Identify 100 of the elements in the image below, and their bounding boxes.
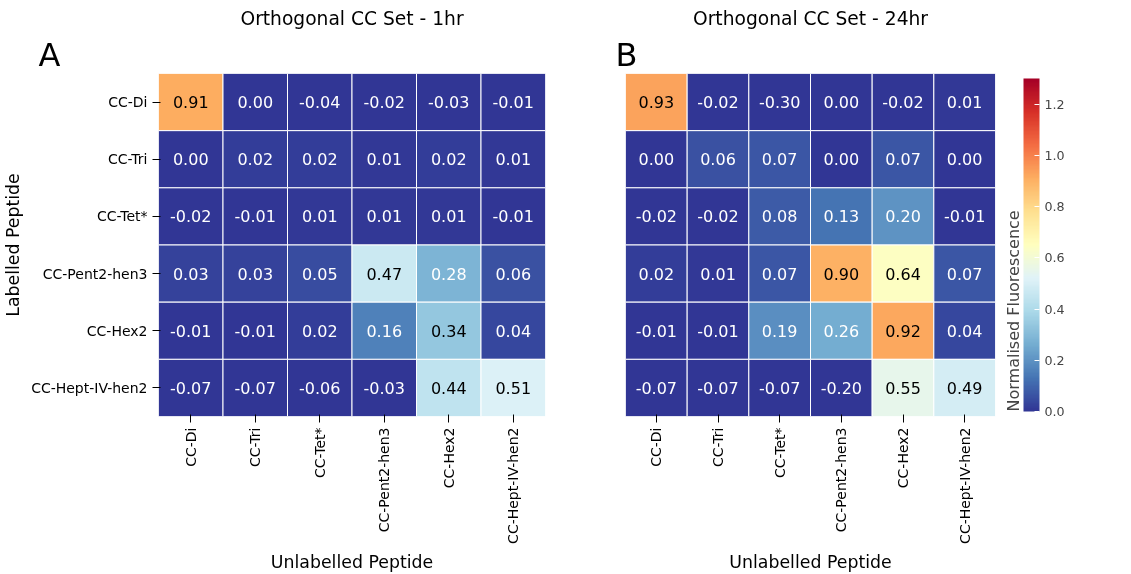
x-tick-label: CC-Tet* [771,427,788,479]
data-label: -0.01 [234,321,276,341]
data-label: -0.07 [635,378,678,398]
data-label: 0.02 [430,150,467,170]
data-label: 0.01 [700,264,736,284]
data-label: 0.06 [495,264,532,284]
data-label: 0.07 [761,150,798,170]
data-label: 0.02 [237,150,274,170]
color-bar-title: Normalised Fluorescence [1003,210,1023,412]
x-tick-label: CC-Di [648,427,665,467]
data-label: 0.02 [301,150,338,170]
data-label: -0.01 [492,93,534,113]
data-label: -0.07 [697,378,739,398]
x-tick-label: CC-Tet* [311,427,328,479]
color-bar-label: 0.8 [1044,199,1065,215]
data-label: -0.02 [363,93,405,113]
data-label: -0.01 [697,321,739,341]
x-axis-title: Unlabelled Peptide [270,551,434,572]
data-label: 0.01 [301,207,338,227]
data-label: 0.08 [761,207,798,227]
data-label: 0.05 [301,264,338,284]
x-tick-label: CC-Tri [247,427,264,467]
x-axis-title: Unlabelled Peptide [729,551,892,572]
data-label: 0.19 [761,321,798,341]
data-label: 0.00 [946,150,983,170]
data-label: 0.91 [172,93,209,113]
data-label: 0.02 [301,321,338,341]
color-bar-label: 1.2 [1044,96,1065,112]
x-tick-label: CC-Hept-IV-hen2 [505,427,522,544]
data-label: 0.01 [430,207,467,227]
data-label: -0.01 [234,207,276,227]
data-label: -0.03 [363,378,405,398]
data-label: 0.26 [823,321,860,341]
x-tick-label: CC-Hex2 [895,427,911,489]
data-label: -0.03 [428,93,470,113]
color-bar-label: 1.0 [1044,147,1065,163]
data-label: 0.51 [495,378,532,398]
y-tick-label: CC-Di [108,94,148,111]
data-label: 0.01 [495,150,532,170]
x-tick-label: CC-Di [182,427,199,467]
x-tick-label: CC-Pent2-hen3 [833,427,850,533]
color-bar-label: 0.4 [1044,301,1065,317]
y-tick-label: CC-Tet* [96,208,148,225]
data-label: 0.00 [172,150,209,170]
y-tick-label: CC-Tri [108,151,148,168]
data-label: -0.02 [635,207,678,227]
data-label: 0.01 [366,207,403,227]
data-label: -0.02 [882,93,924,113]
data-label: 0.64 [885,264,921,284]
data-label: -0.01 [492,207,534,227]
y-tick-label: CC-Pent2-hen3 [42,265,148,282]
data-label: -0.01 [635,321,678,341]
data-label: 0.07 [885,150,921,170]
data-label: 0.90 [823,264,860,284]
data-label: -0.06 [299,378,341,398]
color-bar-label: 0.2 [1044,352,1065,368]
y-axis-title: Labelled Peptide [3,173,24,317]
data-label: 0.07 [946,264,983,284]
data-label: 0.34 [430,321,467,341]
data-label: 0.00 [237,93,274,113]
text: A [38,35,61,74]
color-bar-label: 0.6 [1044,250,1065,266]
data-label: 0.04 [495,321,532,341]
annotation: B [615,35,638,74]
data-label: -0.07 [758,378,801,398]
data-label: 0.00 [823,150,860,170]
data-label: -0.07 [170,378,212,398]
data-label: -0.02 [697,207,739,227]
data-label: -0.02 [697,93,739,113]
x-tick-label: CC-Hept-IV-hen2 [956,427,973,544]
data-label: 0.03 [172,264,209,284]
x-tick-label: CC-Hex2 [440,427,457,489]
data-label: 0.47 [366,264,403,284]
data-label: -0.02 [170,207,212,227]
x-tick-label: CC-Pent2-hen3 [376,427,393,533]
data-label: 0.20 [885,207,921,227]
chart-title: Orthogonal CC Set - 24hr [693,7,929,29]
data-label: 0.03 [237,264,274,284]
data-label: 0.01 [366,150,403,170]
x-tick-label: CC-Tri [710,427,726,467]
color-bar-label: 0.0 [1044,404,1065,419]
data-label: -0.30 [758,93,801,113]
data-label: 0.01 [946,93,983,113]
data-label: -0.01 [170,321,212,341]
data-label: 0.55 [885,378,921,398]
data-label: 0.13 [823,207,860,227]
chart-title: Orthogonal CC Set - 1hr [240,7,464,29]
data-label: 0.93 [638,93,675,113]
data-label: 0.28 [430,264,467,284]
data-label: 0.92 [885,321,921,341]
y-tick-label: CC-Hept-IV-hen2 [31,379,148,396]
data-label: 0.00 [823,93,860,113]
data-label: -0.20 [820,378,863,398]
data-label: 0.00 [638,150,675,170]
data-label: 0.44 [430,378,467,398]
data-label: 0.02 [638,264,675,284]
data-label: 0.49 [946,378,983,398]
data-label: -0.01 [943,207,986,227]
data-label: 0.06 [700,150,736,170]
data-label: -0.04 [299,93,341,113]
